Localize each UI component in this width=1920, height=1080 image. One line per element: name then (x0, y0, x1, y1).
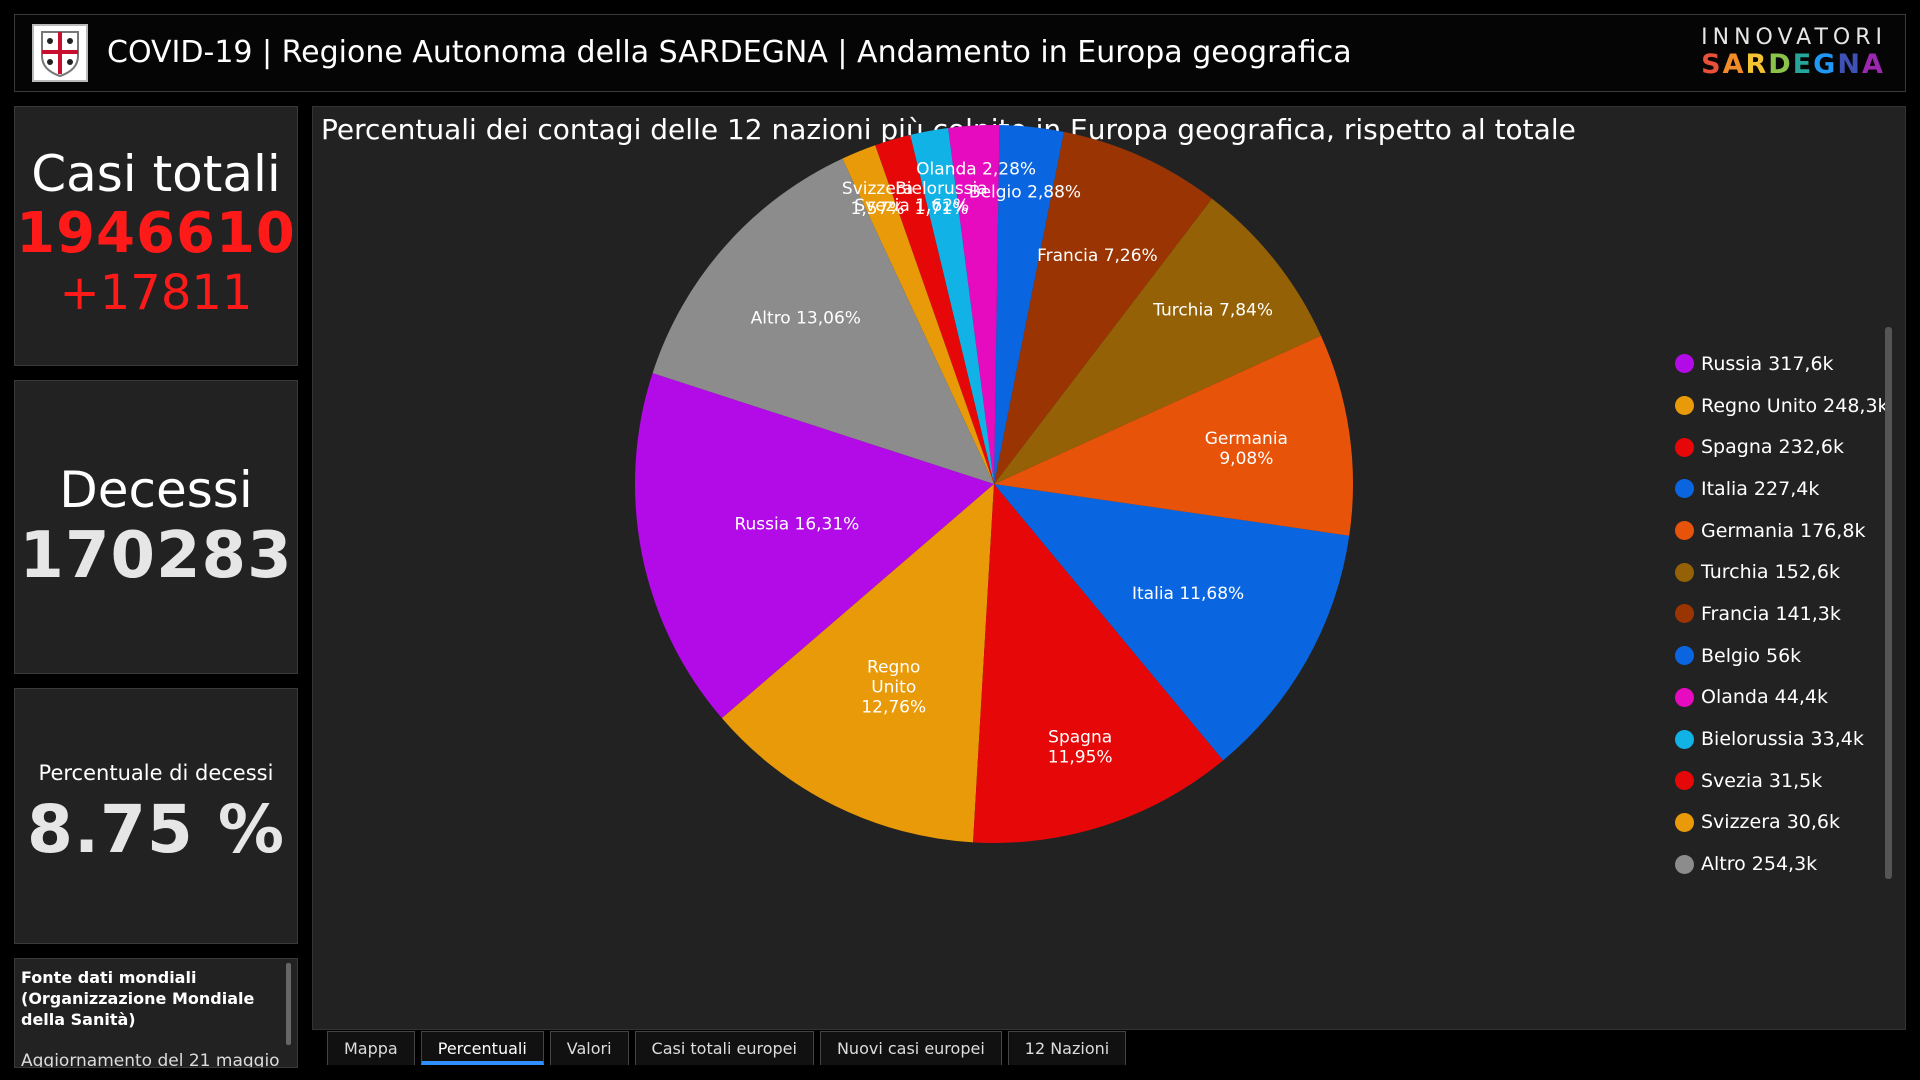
slice-label-altro: Altro 13,06% (751, 308, 861, 328)
legend-label: Altro 254,3k (1701, 853, 1818, 876)
slice-label-olanda: Olanda 2,28% (916, 160, 1036, 180)
legend-item[interactable]: Russia 317,6k (1675, 343, 1889, 385)
legend-swatch (1675, 812, 1694, 832)
legend-item[interactable]: Olanda 44,4k (1675, 677, 1889, 719)
source-title: Fonte dati mondiali (Organizzazione Mond… (21, 968, 255, 1029)
legend-swatch (1675, 396, 1694, 416)
legend-label: Svezia 31,5k (1701, 769, 1823, 792)
tab-mappa[interactable]: Mappa (327, 1031, 415, 1065)
legend-label: Spagna 232,6k (1701, 436, 1844, 459)
header-bar: COVID-19 | Regione Autonoma della SARDEG… (14, 14, 1906, 92)
legend-label: Germania 176,8k (1701, 519, 1866, 542)
legend-item[interactable]: Germania 176,8k (1675, 510, 1889, 552)
pie-slice-olanda[interactable] (948, 125, 1000, 485)
legend-label: Turchia 152,6k (1701, 561, 1841, 584)
source-update: Aggiornamento del 21 maggio (21, 1051, 280, 1068)
total-cases-delta: +17811 (59, 265, 253, 321)
slice-label-regno-unito: Regno Unito 12,76% (861, 658, 926, 718)
legend-label: Francia 141,3k (1701, 602, 1841, 625)
slice-label-svizzera: Svizzera 1,57% (842, 179, 913, 219)
slice-label-svezia: Svezia 1,62% (854, 196, 969, 216)
legend-label: Russia 317,6k (1701, 352, 1834, 375)
brand-line1: INNOVATORI (1701, 25, 1887, 50)
legend-swatch (1675, 562, 1694, 582)
death-rate-label: Percentuale di decessi (38, 761, 274, 785)
pie-slice-germania[interactable] (994, 335, 1353, 536)
slice-label-russia: Russia 16,31% (734, 515, 859, 535)
legend-label: Belgio 56k (1701, 644, 1802, 667)
pie-slice-francia[interactable] (994, 131, 1212, 484)
slice-label-turchia: Turchia 7,84% (1152, 301, 1273, 321)
legend-swatch (1675, 771, 1694, 791)
legend-swatch (1675, 604, 1694, 624)
slice-label-belgio: Belgio 2,88% (969, 182, 1081, 202)
tab-casi-totali-europei[interactable]: Casi totali europei (634, 1031, 814, 1065)
legend-item[interactable]: Altro 254,3k (1675, 843, 1889, 885)
pie-slice-turchia[interactable] (994, 198, 1321, 484)
page-title: COVID-19 | Regione Autonoma della SARDEG… (107, 35, 1352, 70)
pie-slice-italia[interactable] (994, 484, 1350, 761)
deaths-card: Decessi 170283 (14, 380, 298, 674)
legend-swatch (1675, 854, 1694, 874)
legend-label: Olanda 44,4k (1701, 686, 1828, 709)
legend-swatch (1675, 687, 1694, 707)
brand-line2: SARDEGNA (1701, 49, 1885, 80)
pie-slice-altro[interactable] (652, 158, 994, 484)
legend-label: Bielorussia 33,4k (1701, 728, 1864, 751)
legend-swatch (1675, 729, 1694, 749)
slice-label-spagna: Spagna 11,95% (1048, 728, 1113, 768)
pie-slice-svezia[interactable] (875, 134, 994, 485)
total-cases-value: 1946610 (16, 201, 296, 266)
source-scrollbar[interactable] (286, 963, 291, 1045)
innovatori-sardegna-logo: INNOVATORI SARDEGNA (1701, 25, 1887, 80)
pie-slice-belgio[interactable] (994, 125, 1064, 484)
slice-label-germania: Germania 9,08% (1205, 429, 1288, 469)
pie-slice-svizzera[interactable] (842, 145, 994, 485)
tab-bar: Mappa Percentuali Valori Casi totali europe… (327, 1031, 1132, 1065)
pie-slice-regno-unito[interactable] (721, 484, 994, 843)
slice-label-francia: Francia 7,26% (1037, 246, 1158, 266)
death-rate-value: 8.75 % (27, 791, 285, 868)
legend-swatch (1675, 479, 1694, 499)
legend-item[interactable]: Belgio 56k (1675, 635, 1889, 677)
death-rate-card: Percentuale di decessi 8.75 % (14, 688, 298, 944)
legend-swatch (1675, 437, 1694, 457)
legend-swatch (1675, 521, 1694, 541)
pie-chart: Russia 16,31% Regno Unito 12,76% Spagna 11,95… (635, 125, 1353, 843)
chart-legend: Russia 317,6k Regno Unito 248,3k Spagna 23… (1675, 343, 1889, 885)
pie-slice-russia[interactable] (635, 373, 994, 719)
legend-swatch (1675, 354, 1694, 374)
total-cases-card: Casi totali 1946610 +17811 (14, 106, 298, 366)
slice-label-bielorussia: Bielorussia 1,71% (895, 179, 988, 219)
legend-item[interactable]: Regno Unito 248,3k (1675, 385, 1889, 427)
tab-percentuali[interactable]: Percentuali (420, 1031, 544, 1065)
legend-scrollbar[interactable] (1885, 327, 1892, 879)
legend-item[interactable]: Bielorussia 33,4k (1675, 718, 1889, 760)
data-source-card[interactable]: Fonte dati mondiali (Organizzazione Mond… (14, 958, 298, 1068)
legend-label: Italia 227,4k (1701, 477, 1820, 500)
legend-item[interactable]: Francia 141,3k (1675, 593, 1889, 635)
pie-slice-spagna[interactable] (973, 484, 1224, 843)
tab-12-nazioni[interactable]: 12 Nazioni (1007, 1031, 1127, 1065)
tab-nuovi-casi-europei[interactable]: Nuovi casi europei (819, 1031, 1002, 1065)
total-cases-label: Casi totali (31, 145, 281, 203)
legend-label: Regno Unito 248,3k (1701, 394, 1889, 417)
legend-label: Svizzera 30,6k (1701, 811, 1841, 834)
pie-slice-bielorussia[interactable] (910, 127, 994, 484)
deaths-label: Decessi (59, 461, 253, 519)
legend-item[interactable]: Italia 227,4k (1675, 468, 1889, 510)
tab-valori[interactable]: Valori (549, 1031, 629, 1065)
legend-item[interactable]: Svezia 31,5k (1675, 760, 1889, 802)
chart-panel: Percentuali dei contagi delle 12 nazioni… (312, 106, 1906, 1030)
legend-item[interactable]: Spagna 232,6k (1675, 426, 1889, 468)
slice-label-italia: Italia 11,68% (1132, 584, 1244, 604)
legend-swatch (1675, 646, 1694, 666)
legend-item[interactable]: Svizzera 30,6k (1675, 802, 1889, 844)
region-emblem-icon (32, 24, 88, 82)
legend-item[interactable]: Turchia 152,6k (1675, 551, 1889, 593)
deaths-value: 170283 (19, 519, 293, 593)
